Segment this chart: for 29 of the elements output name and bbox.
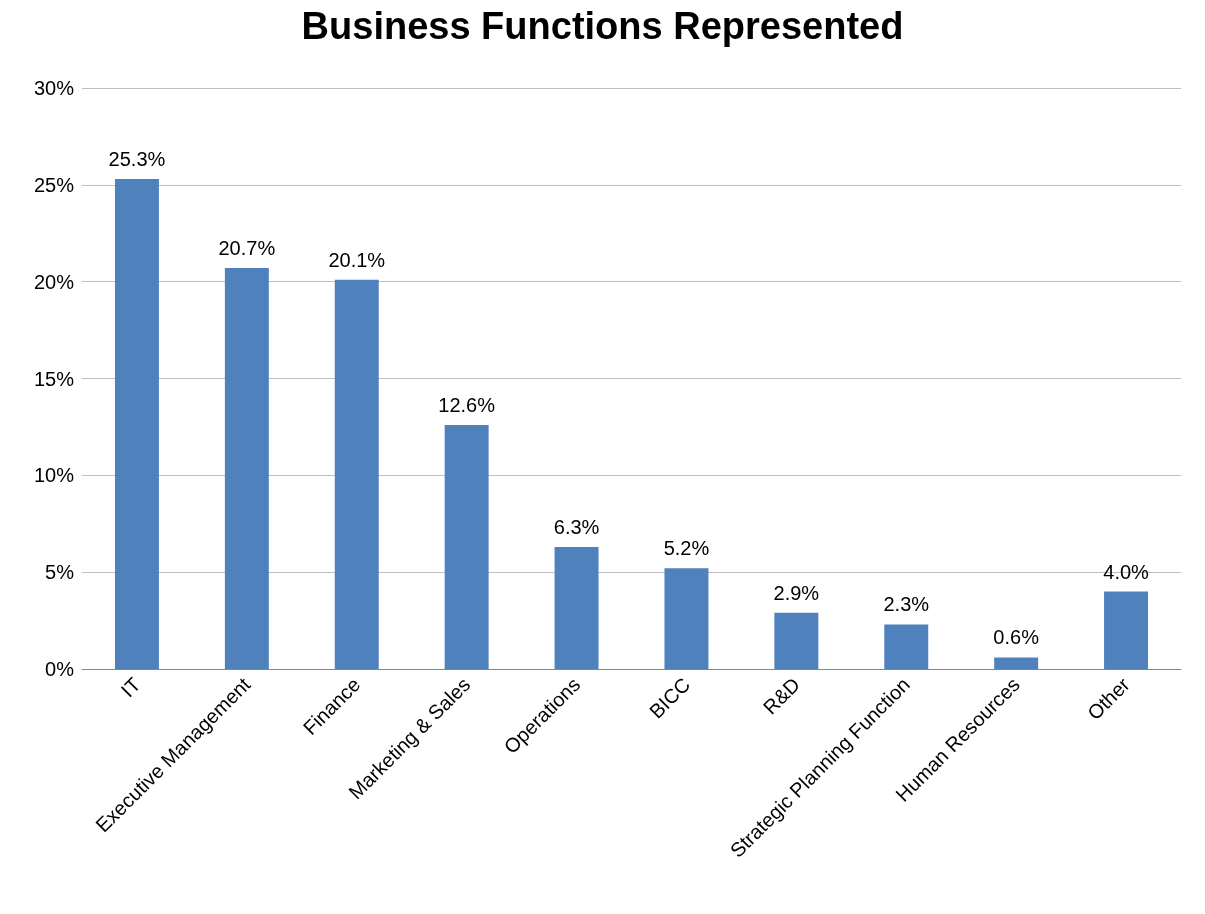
- bar: [444, 424, 489, 669]
- data-label: 2.9%: [773, 581, 820, 604]
- chart-title: Business Functions Represented: [301, 5, 904, 47]
- bar: [994, 657, 1039, 669]
- bar: [334, 279, 379, 669]
- bar: [114, 179, 159, 669]
- bar: [884, 624, 929, 669]
- bar: [554, 546, 599, 669]
- data-label: 25.3%: [108, 148, 166, 171]
- bar: [774, 612, 819, 669]
- data-label: 0.6%: [993, 626, 1040, 649]
- data-label: 20.7%: [218, 237, 276, 260]
- bar: [224, 268, 269, 669]
- bar: [664, 568, 709, 669]
- data-label: 4.0%: [1103, 560, 1150, 583]
- bar: [1104, 591, 1149, 669]
- y-tick-label: 15%: [33, 367, 75, 390]
- y-tick-label: 30%: [33, 77, 75, 99]
- y-tick-label: 5%: [45, 561, 75, 584]
- y-tick-label: 10%: [33, 464, 75, 487]
- y-tick-label: 0%: [45, 658, 75, 680]
- data-label: 20.1%: [328, 248, 386, 271]
- data-label: 6.3%: [553, 515, 600, 538]
- x-tick-label: IT: [116, 673, 145, 702]
- data-label: 12.6%: [438, 393, 496, 416]
- y-tick-label: 20%: [33, 270, 75, 293]
- y-tick-label: 25%: [33, 173, 75, 196]
- data-label: 5.2%: [663, 537, 710, 560]
- data-label: 2.3%: [883, 593, 930, 616]
